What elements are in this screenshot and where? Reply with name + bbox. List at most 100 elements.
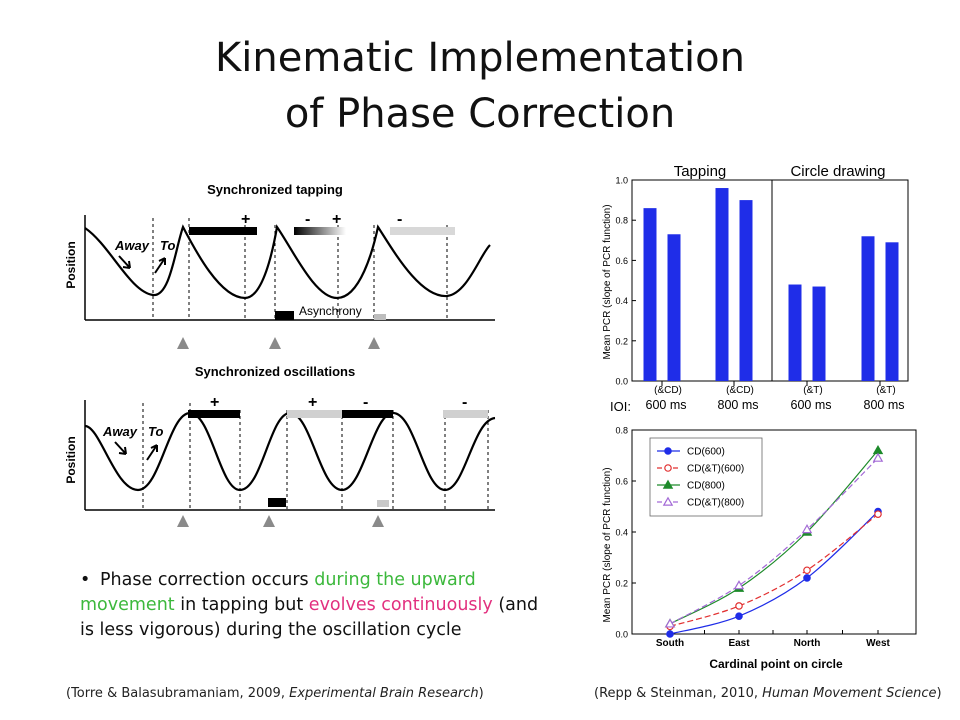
bar-group-label: (&T) <box>803 385 822 396</box>
bullet-part-1: Phase correction occurs <box>100 570 315 590</box>
line-point <box>735 612 743 620</box>
line-xtick-label: North <box>794 638 821 649</box>
oscillation-sign-3: - <box>363 394 368 411</box>
title-line-2: of Phase Correction <box>284 91 676 137</box>
bar-ioi-label: 600 ms <box>791 398 832 412</box>
oscillation-async-bar-1 <box>268 498 286 507</box>
bar-mark <box>643 208 657 381</box>
oscillation-dashes <box>142 403 489 510</box>
bar-ytick-label: 0.0 <box>615 377 628 387</box>
bar-plot-frame <box>631 179 909 382</box>
oscillation-async-bar-2 <box>377 500 389 507</box>
oscillation-to-arrow-icon <box>146 444 158 461</box>
kinematic-figure: Synchronized tapping Position + - + - Aw… <box>64 182 496 527</box>
cite-left-journal: Experimental Brain Research <box>289 686 479 701</box>
line-ylabel: Mean PCR (slope of PCR function) <box>602 467 613 622</box>
tapping-bar-3 <box>390 227 455 235</box>
line-point <box>662 479 674 489</box>
tapping-sign-4: - <box>397 211 402 228</box>
bar-ytick-label: 0.6 <box>615 256 628 266</box>
pcr-line-chart: Mean PCR (slope of PCR function) Cardina… <box>602 426 917 671</box>
cite-right-journal: Human Movement Science <box>762 686 937 701</box>
series-line <box>669 511 879 635</box>
bar-ioi-label: 800 ms <box>864 398 905 412</box>
osc-marker-1-icon <box>177 515 189 527</box>
legend-label: CD(&T)(800) <box>687 498 744 509</box>
line-point <box>735 602 743 610</box>
citation-right: (Repp & Steinman, 2010, Human Movement S… <box>594 686 942 701</box>
legend-label: CD(800) <box>687 481 725 492</box>
legend-label: CD(600) <box>687 447 725 458</box>
to-arrow-icon <box>154 257 166 274</box>
oscillation-bar-3 <box>342 410 393 418</box>
oscillation-bar-4 <box>443 410 488 418</box>
oscillation-to-label: To <box>148 424 163 439</box>
tapping-bar-1 <box>189 227 257 235</box>
tap-marker-3-icon <box>368 337 380 349</box>
panel-label-tapping: Tapping <box>674 163 727 180</box>
series-line <box>669 450 879 625</box>
line-ytick-label: 0.6 <box>615 477 628 487</box>
line-xtick-label: West <box>866 638 890 649</box>
bar-mark <box>812 286 826 381</box>
line-point <box>733 580 745 590</box>
bar-ioi-label: 600 ms <box>646 398 687 412</box>
tapping-sign-1: + <box>241 211 250 228</box>
osc-marker-2-icon <box>263 515 275 527</box>
bar-group-label: (&CD) <box>654 385 682 396</box>
tapping-to-label: To <box>160 238 175 253</box>
title-line-1: Kinematic Implementation <box>215 35 745 81</box>
line-ytick-label: 0.2 <box>615 579 628 589</box>
line-point <box>662 496 674 506</box>
bar-ytick-label: 1.0 <box>615 176 628 186</box>
bar-group-label: (&CD) <box>726 385 754 396</box>
oscillation-sign-2: + <box>308 394 317 411</box>
oscillation-sign-1: + <box>210 394 219 411</box>
tapping-ylabel: Position <box>64 241 78 288</box>
cite-left-prefix: (Torre & Balasubramaniam, 2009, <box>66 686 290 701</box>
line-xtick-label: South <box>656 638 684 649</box>
ioi-prefix: IOI: <box>610 399 631 414</box>
tap-marker-1-icon <box>177 337 189 349</box>
panel-label-circle-drawing: Circle drawing <box>790 163 885 180</box>
bar-mark <box>667 234 681 381</box>
bar-mark <box>715 188 729 381</box>
bullet-dot-icon: • <box>80 570 91 590</box>
citation-left: (Torre & Balasubramaniam, 2009, Experime… <box>66 686 484 701</box>
bar-mark <box>861 236 875 381</box>
asynchrony-bar-2 <box>374 314 386 320</box>
tap-marker-2-icon <box>269 337 281 349</box>
slide-title: Kinematic Implementation of Phase Correc… <box>0 30 960 142</box>
bar-ioi-label: 800 ms <box>718 398 759 412</box>
asynchrony-label: Asynchrony <box>299 304 362 318</box>
line-point <box>664 618 676 628</box>
bar-ytick-label: 0.4 <box>615 296 628 306</box>
tapping-away-label: Away <box>114 238 150 253</box>
bar-mark <box>885 242 899 381</box>
line-xlabel: Cardinal point on circle <box>709 657 843 671</box>
bullet-part-3: (and is less vigorous) during the oscill… <box>80 595 539 640</box>
oscillation-title: Synchronized oscillations <box>195 364 355 379</box>
bar-ytick-label: 0.2 <box>615 336 628 346</box>
bullet-part-2: in tapping but <box>174 595 309 615</box>
oscillation-away-arrow-icon <box>114 441 127 455</box>
oscillation-sign-4: - <box>462 394 467 411</box>
bullet-pink-phrase: evolves continuously <box>308 595 493 615</box>
bar-ytick-label: 0.8 <box>615 216 628 226</box>
asynchrony-bar <box>275 311 294 320</box>
series-line <box>669 513 879 627</box>
oscillation-bar-1 <box>188 410 240 418</box>
line-point <box>664 464 672 472</box>
bullet-text: Phase correction occurs during the upwar… <box>80 568 550 643</box>
line-point <box>803 574 811 582</box>
cite-right-suffix: ) <box>936 686 942 701</box>
tapping-dashes <box>152 218 448 320</box>
bullet-green-phrase: during the upward movement <box>80 570 476 615</box>
line-xtick-label: East <box>728 638 750 649</box>
osc-marker-3-icon <box>372 515 384 527</box>
line-point <box>801 524 813 534</box>
tapping-title: Synchronized tapping <box>207 182 343 197</box>
tapping-bar-2 <box>294 227 346 235</box>
line-ytick-label: 0.0 <box>615 630 628 640</box>
bar-mark <box>739 200 753 381</box>
